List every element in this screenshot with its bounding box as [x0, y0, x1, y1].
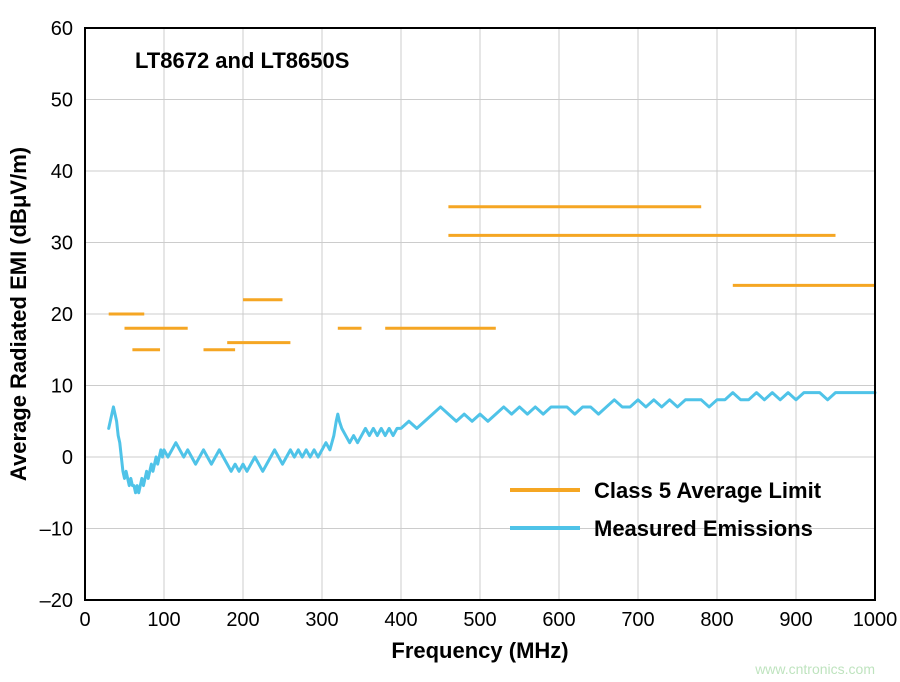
y-tick-label: 10 — [51, 376, 73, 398]
x-tick-label: 700 — [621, 609, 654, 631]
y-tick-label: 50 — [51, 90, 73, 112]
x-tick-label: 300 — [305, 609, 338, 631]
x-tick-label: 0 — [79, 609, 90, 631]
legend-label: Measured Emissions — [594, 516, 813, 541]
y-tick-label: 40 — [51, 161, 73, 183]
y-tick-label: –20 — [40, 590, 73, 612]
x-tick-label: 1000 — [853, 609, 898, 631]
chart-svg: 0 100 200 300 400 500 600 700 800 900 1000 –20 –10 0 1… — [0, 0, 900, 682]
x-tick-label: 200 — [226, 609, 259, 631]
y-axis-label: Average Radiated EMI (dBμV/m) — [6, 147, 31, 481]
legend-label: Class 5 Average Limit — [594, 478, 822, 503]
chart-title: LT8672 and LT8650S — [135, 48, 349, 73]
x-tick-label: 900 — [779, 609, 812, 631]
watermark: www.cntronics.com — [754, 661, 875, 677]
y-tick-label: –10 — [40, 519, 73, 541]
x-tick-label: 100 — [147, 609, 180, 631]
y-tick-label: 30 — [51, 233, 73, 255]
x-tick-label: 500 — [463, 609, 496, 631]
y-tick-label: 60 — [51, 18, 73, 40]
x-axis-label: Frequency (MHz) — [391, 638, 568, 663]
x-tick-label: 400 — [384, 609, 417, 631]
y-tick-label: 0 — [62, 447, 73, 469]
y-tick-label: 20 — [51, 304, 73, 326]
emi-chart: 0 100 200 300 400 500 600 700 800 900 1000 –20 –10 0 1… — [0, 0, 900, 682]
x-tick-label: 800 — [700, 609, 733, 631]
x-tick-label: 600 — [542, 609, 575, 631]
